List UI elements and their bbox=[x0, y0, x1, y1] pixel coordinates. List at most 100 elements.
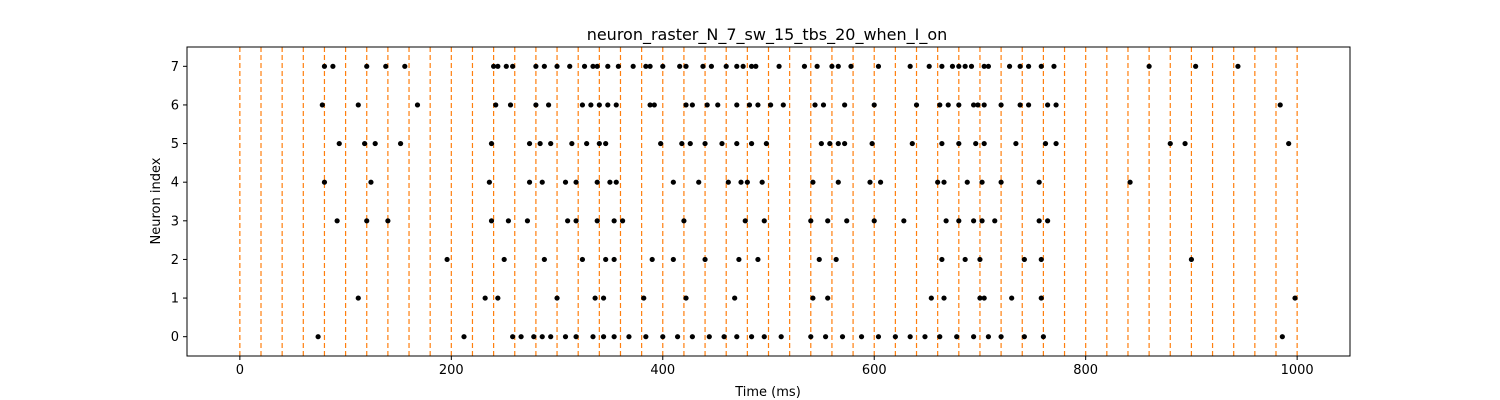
spike-point bbox=[1277, 102, 1283, 108]
spike-point bbox=[1006, 63, 1013, 69]
spike-point bbox=[565, 218, 571, 224]
spike-point bbox=[603, 140, 609, 147]
spike-point bbox=[670, 179, 676, 185]
spike-point bbox=[998, 102, 1004, 108]
chart-title: neuron_raster_N_7_sw_15_tbs_20_when_I_on bbox=[587, 25, 948, 45]
spike-point bbox=[704, 102, 710, 108]
spike-point bbox=[702, 256, 708, 263]
spike-point bbox=[503, 63, 509, 69]
spike-point bbox=[1127, 179, 1133, 185]
spike-point bbox=[939, 63, 945, 69]
spike-point bbox=[1009, 295, 1015, 301]
spike-point bbox=[973, 140, 979, 147]
spike-point bbox=[605, 63, 611, 69]
spike-point bbox=[590, 63, 596, 69]
spike-point bbox=[708, 63, 715, 69]
spike-point bbox=[539, 179, 545, 185]
spike-point bbox=[835, 179, 841, 185]
spike-point bbox=[1051, 63, 1057, 69]
neuron-3-spikes bbox=[334, 218, 1051, 224]
spike-point bbox=[768, 102, 774, 108]
neuron-6-spikes bbox=[319, 102, 1283, 108]
spike-point bbox=[808, 218, 814, 224]
spike-point bbox=[613, 179, 619, 185]
spike-point bbox=[835, 63, 841, 69]
spike-point bbox=[385, 218, 391, 224]
spike-point bbox=[734, 140, 740, 147]
spike-point bbox=[397, 140, 404, 147]
y-tick-label: 3 bbox=[171, 214, 179, 229]
spike-point bbox=[495, 295, 501, 301]
x-axis-ticks: 0 200 400 600 800 1000 bbox=[236, 356, 1314, 378]
spike-point bbox=[738, 179, 744, 185]
neuron-4-spikes bbox=[321, 179, 1133, 185]
spike-point bbox=[818, 140, 824, 147]
spike-point bbox=[871, 102, 877, 108]
spike-point bbox=[488, 140, 495, 147]
spike-point bbox=[562, 334, 569, 340]
spike-point bbox=[755, 102, 761, 108]
spike-point bbox=[683, 295, 689, 301]
spike-point bbox=[985, 334, 992, 340]
spike-point bbox=[548, 140, 554, 147]
spike-point bbox=[573, 179, 579, 185]
spike-point bbox=[808, 334, 814, 340]
spike-point bbox=[539, 334, 545, 340]
spike-point bbox=[651, 102, 657, 108]
spike-point bbox=[579, 256, 586, 263]
spike-point bbox=[801, 63, 808, 69]
spike-point bbox=[444, 256, 450, 263]
spike-point bbox=[875, 63, 882, 69]
spike-point bbox=[548, 334, 554, 340]
spike-point bbox=[1053, 140, 1059, 147]
y-tick-label: 0 bbox=[171, 330, 179, 345]
spike-point bbox=[683, 63, 689, 69]
spike-point bbox=[1053, 102, 1059, 108]
spike-point bbox=[526, 140, 533, 147]
spike-point bbox=[977, 256, 983, 263]
spike-point bbox=[1292, 295, 1298, 301]
spike-point bbox=[696, 179, 702, 185]
spike-point bbox=[962, 63, 968, 69]
spike-point bbox=[1021, 334, 1027, 340]
spike-point bbox=[596, 140, 602, 147]
spike-point bbox=[1017, 63, 1023, 69]
spike-point bbox=[700, 63, 706, 69]
neuron-0-spikes bbox=[315, 334, 1285, 340]
spike-point bbox=[954, 334, 960, 340]
spike-point bbox=[755, 256, 761, 263]
spike-point bbox=[545, 102, 552, 108]
spike-point bbox=[956, 63, 962, 69]
spike-point bbox=[1286, 140, 1292, 147]
spike-point bbox=[812, 102, 818, 108]
spike-point bbox=[603, 256, 609, 263]
spike-point bbox=[956, 218, 962, 224]
spike-point bbox=[867, 179, 873, 185]
spike-point bbox=[810, 179, 816, 185]
spike-point bbox=[658, 140, 664, 147]
spike-point bbox=[780, 102, 786, 108]
spike-point bbox=[1021, 256, 1027, 263]
spike-point bbox=[641, 295, 647, 301]
spike-point bbox=[839, 334, 846, 340]
neuron-7-spikes bbox=[321, 63, 1241, 69]
spike-point bbox=[592, 295, 598, 301]
spike-point bbox=[1038, 63, 1044, 69]
spike-point bbox=[567, 63, 573, 69]
spike-point bbox=[825, 218, 831, 224]
spike-point bbox=[725, 179, 731, 185]
spike-point bbox=[1025, 63, 1032, 69]
spike-point bbox=[607, 179, 613, 185]
y-tick-label: 4 bbox=[171, 176, 179, 191]
spike-point bbox=[744, 179, 750, 185]
spike-point bbox=[588, 102, 594, 108]
spike-point bbox=[569, 140, 575, 147]
spike-point bbox=[533, 102, 539, 108]
spike-point bbox=[979, 218, 985, 224]
spike-point bbox=[907, 334, 913, 340]
spike-point bbox=[964, 179, 970, 185]
spike-point bbox=[928, 295, 934, 301]
spike-point bbox=[619, 218, 626, 224]
spike-point bbox=[971, 102, 977, 108]
